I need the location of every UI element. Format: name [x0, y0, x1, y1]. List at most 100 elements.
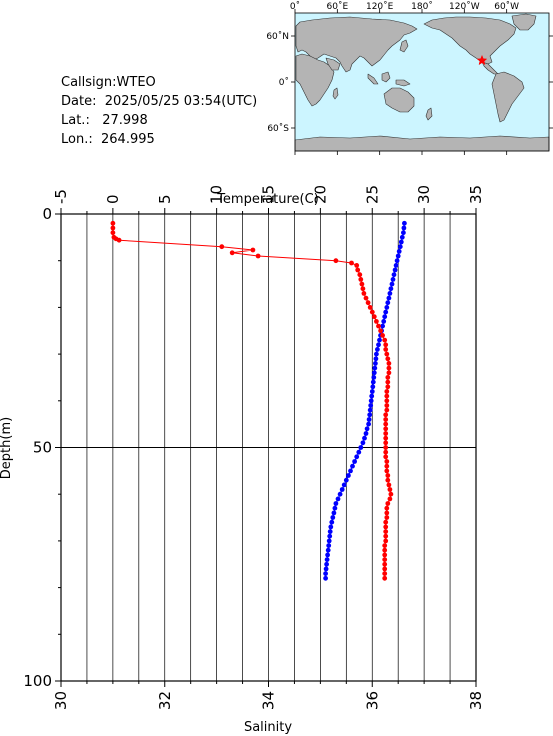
- salinity-point: [399, 234, 405, 240]
- map-lon-labels: 0˚ 60˚E 120˚E 180˚ 120˚W 60˚W: [290, 1, 519, 12]
- salinity-point: [363, 431, 369, 436]
- temperature-point: [378, 328, 383, 334]
- salinity-point: [372, 365, 378, 371]
- temperature-point: [387, 487, 393, 492]
- date-value: 2025/05/25 03:54(UTC): [104, 94, 258, 109]
- date-label: Date:: [61, 94, 97, 109]
- temperature-point: [384, 459, 390, 464]
- temperature-point: [383, 445, 389, 450]
- lon-value: 264.995: [101, 132, 155, 147]
- temperature-point: [384, 463, 390, 469]
- salinity-point: [384, 305, 390, 310]
- temperature-point: [382, 566, 388, 572]
- temperature-point: [387, 496, 393, 502]
- salinity-point: [374, 351, 379, 357]
- salinity-point: [402, 220, 407, 226]
- salinity-point: [367, 412, 373, 418]
- temperature-point: [383, 412, 389, 418]
- salinity-point: [373, 361, 378, 366]
- temperature-point: [360, 286, 366, 292]
- salinity-point: [394, 258, 400, 264]
- map-lon-tick-label: 60˚E: [327, 1, 349, 12]
- lon-line: Lon.: 264.995: [61, 131, 155, 148]
- temperature-point: [384, 403, 390, 408]
- map-lat-tick-label: 60˚N: [266, 31, 289, 42]
- temperature-point: [384, 510, 390, 516]
- callsign-value: WTEO: [116, 75, 156, 90]
- salinity-point: [401, 230, 406, 236]
- salinity-point: [364, 426, 370, 432]
- salinity-point: [380, 323, 385, 329]
- temperature-point: [359, 281, 365, 287]
- salinity-point: [343, 477, 349, 483]
- land-south-america: [491, 71, 525, 123]
- temperature-point: [384, 398, 390, 404]
- temperature-tick-label: 0: [104, 194, 122, 204]
- temperature-point: [382, 337, 388, 343]
- salinity-point: [371, 370, 377, 376]
- temperature-point: [229, 250, 235, 256]
- temperature-tick-label: 5: [156, 194, 174, 204]
- salinity-point: [397, 244, 403, 250]
- temperature-series: [110, 220, 394, 581]
- salinity-point: [358, 445, 364, 450]
- temperature-point: [383, 347, 389, 352]
- salinity-tick-label: 34: [260, 691, 278, 710]
- salinity-tick-label: 38: [467, 691, 485, 710]
- salinity-point: [368, 403, 374, 408]
- temperature-point: [383, 440, 389, 446]
- temperature-point: [382, 575, 388, 581]
- temperature-point: [357, 272, 363, 278]
- temperature-point: [383, 426, 389, 432]
- temperature-point: [110, 220, 116, 226]
- temperature-point: [361, 291, 367, 296]
- temperature-point: [388, 491, 394, 497]
- salinity-point: [337, 491, 343, 497]
- land-arabia: [325, 57, 341, 71]
- ship-position-star-icon: [476, 54, 488, 66]
- lat-label: Lat.:: [61, 113, 90, 128]
- salinity-point: [324, 557, 330, 562]
- temperature-point: [385, 477, 391, 483]
- temperature-tick-label: 25: [363, 185, 381, 204]
- map-lon-tick-label: 180˚: [411, 1, 433, 12]
- salinity-point: [352, 459, 357, 464]
- land-sumatra: [367, 73, 379, 85]
- lat-value: 27.998: [102, 113, 148, 128]
- salinity-point: [335, 496, 341, 502]
- temperature-point: [385, 473, 391, 478]
- map-lat-tick-label: 0˚: [279, 77, 289, 88]
- temperature-tick-label: 35: [467, 185, 485, 204]
- map-lat-labels: 60˚N 0˚ 60˚S: [266, 31, 289, 134]
- depth-tick-label: 50: [33, 439, 52, 457]
- salinity-point: [367, 407, 373, 413]
- temperature-point: [384, 515, 390, 520]
- salinity-point: [376, 342, 381, 348]
- temperature-point: [386, 482, 392, 488]
- date-line: Date: 2025/05/25 03:54(UTC): [61, 93, 257, 110]
- temperature-point: [116, 237, 122, 243]
- temperature-point: [383, 524, 389, 530]
- lat-line: Lat.: 27.998: [61, 112, 148, 129]
- temperature-point: [110, 230, 116, 236]
- star-icon: [476, 54, 488, 66]
- salinity-point: [388, 286, 394, 292]
- salinity-axis: 30 32 34 36 38: [52, 681, 485, 710]
- temperature-point: [383, 519, 389, 525]
- temperature-point: [383, 417, 389, 422]
- temperature-point: [369, 309, 375, 315]
- location-map: 0˚ 60˚E 120˚E 180˚ 120˚W 60˚W 60˚N 0˚ 60˚S: [266, 1, 553, 155]
- salinity-point: [371, 375, 377, 380]
- salinity-point: [356, 449, 362, 455]
- salinity-tick-label: 30: [52, 691, 70, 710]
- salinity-axis-label: Salinity: [244, 720, 292, 735]
- lon-label: Lon.:: [61, 132, 93, 147]
- salinity-point: [383, 309, 389, 315]
- temperature-point: [384, 393, 390, 399]
- salinity-point: [329, 519, 335, 525]
- temperature-point: [383, 529, 389, 534]
- temperature-point: [385, 356, 391, 362]
- land-greenland: [511, 13, 537, 31]
- salinity-point: [323, 571, 328, 576]
- salinity-tick-label: 36: [363, 691, 381, 710]
